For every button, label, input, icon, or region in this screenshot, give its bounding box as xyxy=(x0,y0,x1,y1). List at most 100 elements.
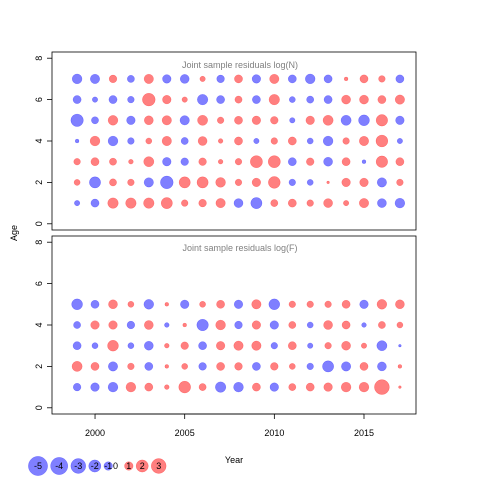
residual-bubble xyxy=(74,200,81,207)
residual-bubble xyxy=(125,381,137,393)
residual-bubble xyxy=(215,198,226,209)
residual-bubble xyxy=(306,199,314,207)
residual-bubble xyxy=(198,362,207,371)
panel-logN-title: Joint sample residuals log(N) xyxy=(182,60,298,70)
panel-logF-y-axis: 0 2 4 6 8 xyxy=(34,240,52,410)
residual-bubble xyxy=(270,362,279,371)
residual-bubble xyxy=(127,301,135,308)
residual-bubble xyxy=(233,198,244,208)
residual-bubble xyxy=(216,74,225,84)
residual-bubble xyxy=(127,96,135,104)
legend-bubble xyxy=(28,456,48,476)
residual-bubble xyxy=(233,340,244,351)
residual-bubble xyxy=(375,114,388,127)
legend: -5 -4 -3 -2 -1 0 1 2 3 xyxy=(28,456,167,476)
residual-bubble xyxy=(127,137,135,145)
residual-bubble xyxy=(144,320,154,330)
residual-bubble xyxy=(306,95,315,104)
residual-bubble xyxy=(252,362,261,371)
residual-bubble xyxy=(90,198,100,208)
residual-bubble xyxy=(341,361,352,372)
legend-label: -4 xyxy=(55,461,63,471)
residual-bubble xyxy=(90,157,100,167)
residual-bubble xyxy=(378,75,386,83)
residual-bubble xyxy=(340,114,352,126)
residual-bubble xyxy=(306,179,314,186)
residual-bubble xyxy=(289,96,296,103)
residual-bubble xyxy=(73,179,81,186)
panel-logN-bubbles xyxy=(70,73,406,209)
residual-bubble xyxy=(269,382,279,392)
residual-bubble xyxy=(343,76,349,82)
residual-bubble xyxy=(361,159,367,164)
y-tick-label: 2 xyxy=(34,180,44,185)
residual-bubble xyxy=(217,138,224,144)
residual-bubble xyxy=(70,113,84,127)
residual-bubble xyxy=(198,341,207,351)
residual-bubble xyxy=(108,95,118,104)
residual-bubble xyxy=(340,381,352,393)
residual-bubble xyxy=(198,199,207,208)
residual-bubble xyxy=(374,379,390,395)
legend-bubble xyxy=(50,457,69,475)
residual-bubble xyxy=(215,177,226,188)
residual-bubble xyxy=(269,320,279,330)
residual-bubble xyxy=(376,177,387,188)
residual-bubble xyxy=(306,321,314,329)
residual-bubble xyxy=(73,321,81,329)
residual-bubble xyxy=(323,382,333,392)
residual-bubble xyxy=(326,180,330,185)
residual-bubble xyxy=(305,382,315,392)
residual-bubble xyxy=(197,94,209,106)
residual-bubble xyxy=(234,95,243,104)
residual-bubble xyxy=(127,342,135,349)
residual-bubble xyxy=(161,115,172,126)
residual-bubble xyxy=(71,298,83,310)
residual-bubble xyxy=(164,343,170,349)
residual-bubble xyxy=(251,320,261,330)
residual-bubble xyxy=(323,95,333,104)
residual-bubble xyxy=(270,199,279,207)
y-axis-label: Age xyxy=(9,225,19,241)
residual-bubble xyxy=(178,176,191,189)
residual-bubble xyxy=(270,342,278,350)
legend-bubble xyxy=(124,461,134,471)
residual-bubble xyxy=(164,322,170,328)
panel-logN: Joint sample residuals log(N) 0 2 4 6 8 xyxy=(34,51,417,231)
residual-bubble xyxy=(398,344,402,348)
y-tick-label: 6 xyxy=(34,281,44,286)
residual-bubble xyxy=(89,176,101,189)
residual-bubble xyxy=(215,319,226,331)
legend-label: -5 xyxy=(34,461,42,471)
residual-bubble xyxy=(180,157,189,166)
residual-bubble xyxy=(324,342,332,350)
legend-bubble xyxy=(70,458,87,474)
residual-bubble xyxy=(395,299,405,310)
residual-bubble xyxy=(178,380,191,394)
residual-bubble xyxy=(145,137,153,145)
residual-bubble xyxy=(143,156,155,168)
residual-bubble xyxy=(323,74,333,84)
residual-bubble xyxy=(234,158,243,166)
residual-bubble xyxy=(144,362,154,371)
residual-bubble xyxy=(322,360,334,373)
residual-bubble xyxy=(306,137,314,145)
residual-bubble xyxy=(396,321,404,329)
residual-bubble xyxy=(305,73,316,85)
residual-bubble xyxy=(144,115,154,126)
residual-bubble xyxy=(287,157,297,167)
residual-bubble xyxy=(109,178,117,187)
residual-bubble xyxy=(375,134,389,148)
residual-bubble xyxy=(179,74,190,84)
residual-bubble xyxy=(269,73,280,84)
residual-bubble xyxy=(234,320,243,330)
residual-bubble xyxy=(287,341,297,351)
residual-bubble xyxy=(358,114,370,126)
panel-logF: Joint sample residuals log(F) 0 2 4 6 8 xyxy=(34,235,417,415)
residual-bubble xyxy=(143,197,155,209)
residual-bubble xyxy=(181,96,188,103)
residual-bubble xyxy=(268,176,281,189)
residual-bubble xyxy=(161,136,172,146)
residual-bubble xyxy=(91,116,99,125)
residual-bubble xyxy=(359,362,369,371)
